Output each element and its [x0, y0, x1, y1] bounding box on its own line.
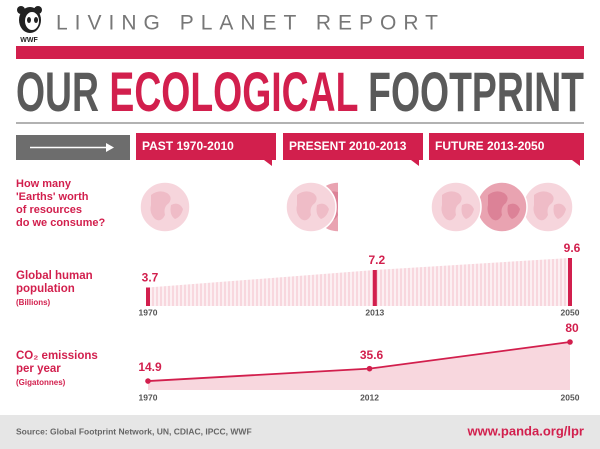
headline: OUR ECOLOGICAL FOOTPRINT [16, 60, 584, 123]
globe-land [150, 191, 183, 221]
point [366, 365, 373, 372]
footer-source: Source: Global Footprint Network, UN, CD… [16, 426, 252, 436]
globe [285, 181, 337, 233]
chart-unit: (Billions) [16, 298, 51, 307]
globe-land [441, 191, 474, 221]
headline-word: ECOLOGICAL [109, 60, 357, 123]
chart-title: Global human [16, 270, 93, 282]
globe-group [285, 181, 338, 233]
logo: WWF [17, 6, 42, 44]
headline-word: OUR [16, 60, 99, 123]
question-line: of resources [16, 204, 82, 216]
arrow-head [106, 143, 114, 152]
globe [430, 181, 482, 233]
period-label: PRESENT 2010-2013 [289, 139, 407, 153]
period-banner [283, 133, 423, 166]
value-label: 9.6 [564, 241, 581, 255]
globe-land [533, 191, 566, 221]
question-line: do we consume? [16, 217, 106, 229]
bar [568, 258, 572, 306]
value-label: 35.6 [360, 348, 384, 362]
value-label: 14.9 [138, 360, 162, 374]
period-banner [136, 133, 276, 166]
globe-group [430, 181, 574, 233]
header-title: LIVING PLANET REPORT [56, 12, 445, 35]
period-banner [429, 133, 584, 166]
globe-group [139, 181, 191, 233]
globe [476, 181, 528, 233]
globe-land [487, 191, 520, 221]
area [148, 342, 570, 390]
period-label: FUTURE 2013-2050 [435, 139, 545, 153]
globe [522, 181, 574, 233]
question-line: How many [16, 178, 72, 190]
value-label: 80 [565, 321, 579, 335]
chart-title: population [16, 283, 75, 295]
chart-title: per year [16, 363, 61, 375]
x-label: 2013 [365, 307, 384, 317]
globe-land [296, 191, 329, 221]
globe [139, 181, 191, 233]
footer-band [0, 415, 600, 449]
footer-url: www.panda.org/lpr [466, 423, 584, 438]
period-label: PAST 1970-2010 [142, 139, 234, 153]
x-label: 1970 [139, 392, 158, 402]
question-line: 'Earths' worth [16, 191, 89, 203]
bar [372, 270, 377, 306]
x-label: 2012 [360, 392, 379, 402]
logo-text: WWF [20, 37, 38, 44]
header-bar [16, 46, 584, 59]
bar [146, 287, 150, 306]
point [567, 339, 573, 345]
x-label: 2050 [561, 392, 580, 402]
x-label: 2050 [561, 307, 580, 317]
x-label: 1970 [139, 307, 158, 317]
value-label: 7.2 [368, 253, 385, 267]
point [145, 378, 151, 384]
headline-word: FOOTPRINT [368, 60, 584, 123]
chart-unit: (Gigatonnes) [16, 378, 66, 387]
chart-title: CO₂ emissions [16, 350, 98, 362]
value-label: 3.7 [142, 271, 159, 285]
